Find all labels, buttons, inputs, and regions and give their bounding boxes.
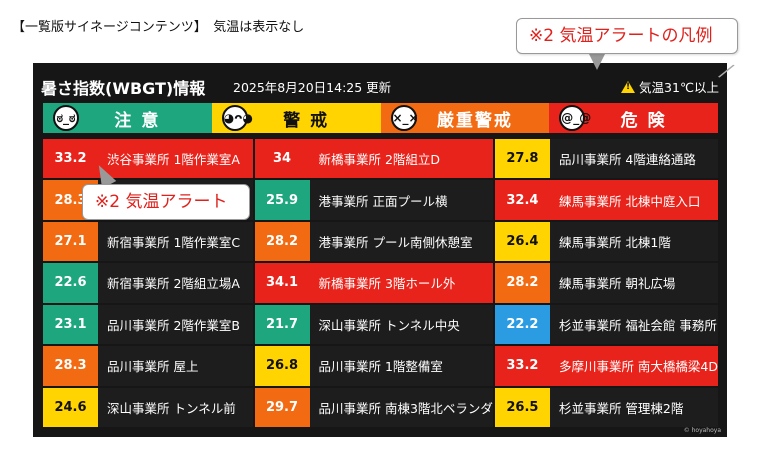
- site-name: 練馬事業所 北棟1階: [558, 235, 671, 251]
- wbgt-value: 26.4: [494, 221, 550, 262]
- site-row: 23.1 品川事業所 2階作業室B: [43, 304, 253, 345]
- signage-title: 暑さ指数(WBGT)情報: [41, 79, 206, 98]
- site-name: 杉並事業所 管理棟2階: [558, 400, 684, 416]
- site-name: 品川事業所 1階整備室: [318, 359, 443, 375]
- legend-item: ಠ_ಠ 注 意: [43, 103, 212, 133]
- site-name: 港事業所 正面プール横: [318, 193, 448, 209]
- legend-label: 危 険: [620, 110, 667, 131]
- wbgt-value: 28.3: [43, 346, 98, 386]
- legend-label: 警 戒: [283, 110, 330, 131]
- wbgt-value: 29.7: [254, 387, 310, 427]
- wbgt-value: 34: [254, 139, 310, 179]
- wbgt-value: 27.8: [494, 139, 550, 179]
- worried-face-icon: ◕ᴖ◕: [221, 105, 253, 131]
- site-row: 27.1 新宿事業所 1階作業室C: [43, 221, 253, 262]
- wbgt-value: 24.6: [43, 387, 98, 427]
- temperature-alert-legend: 気温31℃以上: [621, 77, 719, 96]
- annoyed-face-icon: ಠ_ಠ: [53, 105, 79, 131]
- legend-label: 注 意: [114, 110, 161, 131]
- wbgt-value: 23.1: [43, 304, 98, 345]
- level-legend: ಠ_ಠ 注 意 ◕ᴖ◕ 警 戒 ×_× 厳重警戒 @_@ 危 険: [43, 103, 718, 133]
- legend-item: ×_× 厳重警戒: [380, 103, 550, 133]
- document-caption: 【一覧版サイネージコンテンツ】 気温は表示なし: [12, 20, 305, 35]
- site-name: 品川事業所 屋上: [107, 359, 199, 375]
- site-name: 深山事業所 トンネル前: [107, 400, 236, 416]
- update-timestamp: 2025年8月20日14:25 更新: [233, 80, 392, 95]
- wbgt-value: 34.1: [254, 263, 310, 303]
- site-name: 新橋事業所 3階ホール外: [318, 276, 456, 292]
- site-grid: 33.2 渋谷事業所 1階作業室A 34 新橋事業所 2階組立D 27.8 品川事業所 4…: [43, 139, 718, 427]
- site-row: 21.7 深山事業所 トンネル中央: [254, 304, 493, 345]
- site-row: 27.8 品川事業所 4階連絡通路: [494, 139, 718, 179]
- site-row: 33.2 渋谷事業所 1階作業室A: [43, 139, 253, 179]
- wbgt-value: 22.6: [43, 263, 98, 303]
- wbgt-value: 28.2: [494, 263, 550, 303]
- wbgt-value: 33.2: [494, 346, 550, 386]
- wbgt-value: 21.7: [254, 304, 310, 345]
- site-name: 港事業所 プール南側休憩室: [318, 235, 473, 251]
- wbgt-value: 33.2: [43, 139, 98, 179]
- site-name: 新宿事業所 2階組立場A: [107, 276, 240, 292]
- site-row: 34 新橋事業所 2階組立D: [254, 139, 493, 179]
- site-row: 28.2 練馬事業所 朝礼広場: [494, 263, 718, 303]
- site-name: 練馬事業所 北棟中庭入口: [558, 193, 701, 209]
- alert-legend-callout: ※2 気温アラートの凡例: [516, 18, 738, 54]
- site-row: 33.2 多摩川事業所 南大橋橋梁4D: [494, 346, 718, 386]
- site-row: 26.4 練馬事業所 北棟1階: [494, 221, 718, 262]
- dizzy-face-icon: ×_×: [390, 105, 419, 131]
- temperature-alert-label: 気温31℃以上: [639, 80, 719, 95]
- callout-pointer: [588, 52, 606, 70]
- wbgt-value: 22.2: [494, 304, 550, 345]
- site-name: 杉並事業所 福祉会館 事務所: [558, 317, 717, 333]
- site-row: 24.6 深山事業所 トンネル前: [43, 387, 253, 427]
- site-name: 新橋事業所 2階組立D: [318, 152, 441, 168]
- signage-screen: 暑さ指数(WBGT)情報 2025年8月20日14:25 更新 気温31℃以上 …: [33, 63, 727, 437]
- site-row: 25.9 港事業所 正面プール横: [254, 180, 493, 220]
- temperature-alert-callout: ※2 気温アラート: [82, 184, 250, 220]
- wbgt-value: 25.9: [254, 180, 310, 220]
- site-row: 29.7 品川事業所 南棟3階北ベランダ: [254, 387, 493, 427]
- site-name: 品川事業所 4階連絡通路: [558, 152, 696, 168]
- wbgt-value: 26.8: [254, 346, 310, 386]
- site-name: 多摩川事業所 南大橋橋梁4D: [558, 359, 718, 375]
- signage-header: 暑さ指数(WBGT)情報 2025年8月20日14:25 更新 気温31℃以上: [41, 75, 719, 98]
- legend-label: 厳重警戒: [436, 110, 513, 131]
- wbgt-value: 27.1: [43, 221, 98, 262]
- site-name: 品川事業所 2階作業室B: [107, 317, 241, 333]
- site-name: 新宿事業所 1階作業室C: [107, 235, 241, 251]
- site-row: 32.4 練馬事業所 北棟中庭入口: [494, 180, 718, 220]
- legend-item: @_@ 危 険: [549, 103, 718, 133]
- site-name: 練馬事業所 朝礼広場: [558, 276, 676, 292]
- wbgt-value: 28.2: [254, 221, 310, 262]
- swirl-face-icon: @_@: [559, 105, 591, 131]
- site-name: 渋谷事業所 1階作業室A: [107, 152, 240, 168]
- credit-text: © hoyahoya: [683, 427, 721, 434]
- wbgt-value: 32.4: [494, 180, 550, 220]
- site-row: 28.3 品川事業所 屋上: [43, 346, 253, 386]
- site-name: 品川事業所 南棟3階北ベランダ: [318, 400, 493, 416]
- site-row: 28.2 港事業所 プール南側休憩室: [254, 221, 493, 262]
- legend-item: ◕ᴖ◕ 警 戒: [211, 103, 381, 133]
- site-row: 22.2 杉並事業所 福祉会館 事務所: [494, 304, 718, 345]
- wbgt-value: 26.5: [494, 387, 550, 427]
- site-row: 22.6 新宿事業所 2階組立場A: [43, 263, 253, 303]
- site-row: 34.1 新橋事業所 3階ホール外: [254, 263, 493, 303]
- site-name: 深山事業所 トンネル中央: [318, 317, 460, 333]
- warning-triangle-icon: [621, 81, 636, 93]
- site-row: 26.8 品川事業所 1階整備室: [254, 346, 493, 386]
- site-row: 26.5 杉並事業所 管理棟2階: [494, 387, 718, 427]
